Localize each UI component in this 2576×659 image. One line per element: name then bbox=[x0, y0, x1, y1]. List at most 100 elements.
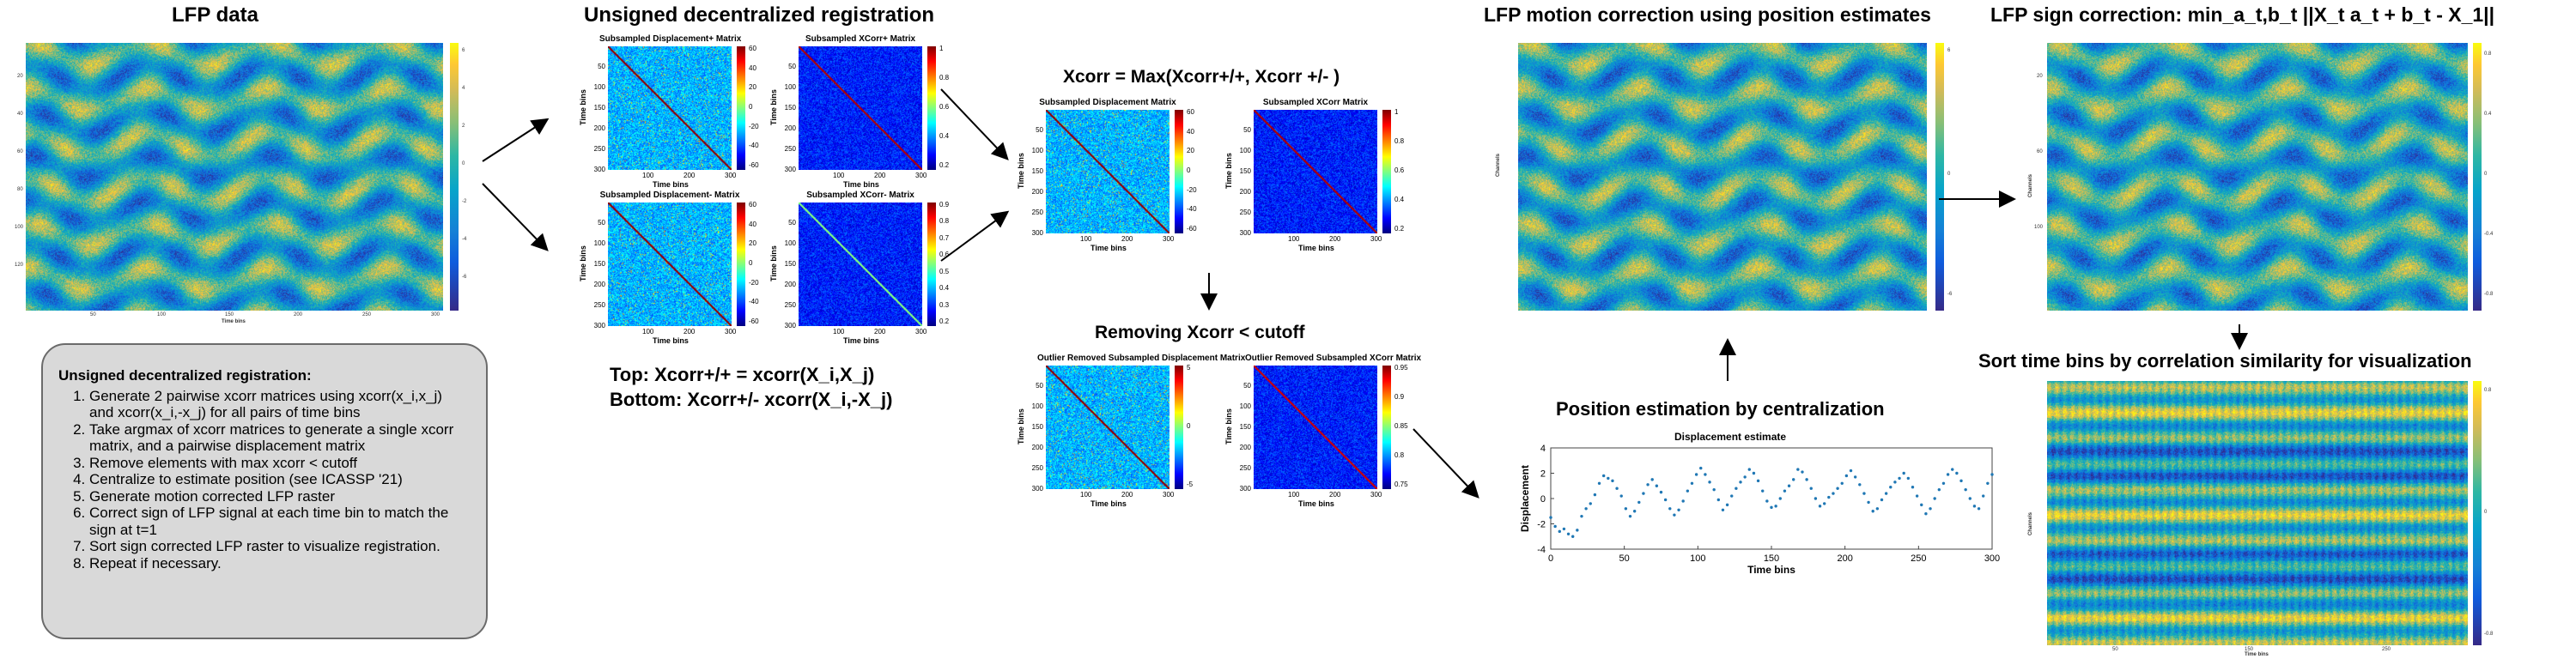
matrix-heatmap bbox=[799, 203, 922, 326]
x-tick: 200 bbox=[683, 328, 696, 336]
data-point bbox=[1951, 468, 1954, 471]
data-point bbox=[1889, 486, 1893, 489]
data-point bbox=[1972, 505, 1977, 508]
arrow-icon bbox=[940, 210, 1010, 262]
x-axis-label: Time bins bbox=[222, 319, 246, 324]
cbar-tick: 6 bbox=[1947, 48, 1951, 53]
data-point bbox=[1902, 471, 1905, 475]
list-item: Sort sign corrected LFP raster to visual… bbox=[89, 538, 471, 555]
data-point bbox=[1650, 478, 1654, 481]
y-tick: 50 bbox=[598, 63, 605, 70]
data-point bbox=[1735, 487, 1738, 490]
list-item: Correct sign of LFP signal at each time … bbox=[89, 505, 471, 538]
x-tick: 100 bbox=[1288, 235, 1300, 243]
matrix-title: Subsampled Displacement- Matrix bbox=[599, 190, 740, 200]
data-point bbox=[1796, 468, 1800, 471]
x-tick-label: 0 bbox=[1548, 553, 1553, 564]
data-point bbox=[1778, 497, 1782, 500]
data-point bbox=[1686, 489, 1690, 493]
data-point bbox=[1611, 479, 1614, 483]
cbar-tick: -40 bbox=[1187, 205, 1197, 214]
cbar-tick: 0 bbox=[1187, 422, 1191, 430]
cbar-tick: -5 bbox=[1187, 481, 1194, 488]
x-tick: 300 bbox=[915, 328, 927, 336]
y-tick: 300 bbox=[593, 166, 605, 173]
cbar-tick: -40 bbox=[749, 142, 759, 150]
x-tick: 200 bbox=[1121, 491, 1133, 499]
data-point bbox=[1761, 489, 1765, 493]
x-tick: 200 bbox=[294, 312, 303, 317]
y-tick: 150 bbox=[593, 260, 605, 268]
y-tick: 200 bbox=[1031, 188, 1043, 196]
cbar-tick: 5 bbox=[1187, 364, 1191, 372]
y-tick: 100 bbox=[2034, 225, 2044, 230]
arrow-icon bbox=[482, 183, 549, 251]
data-point bbox=[1752, 471, 1756, 475]
cbar-tick: -2 bbox=[462, 199, 467, 204]
cbar-tick: 60 bbox=[749, 45, 756, 52]
data-point bbox=[1814, 497, 1818, 500]
y-tick-label: -4 bbox=[1537, 545, 1546, 555]
y-tick: 50 bbox=[1243, 382, 1251, 390]
data-point bbox=[1875, 507, 1880, 511]
cbar-tick: -20 bbox=[749, 278, 759, 287]
x-tick: 300 bbox=[915, 172, 927, 179]
cbar-tick: 0.75 bbox=[1394, 481, 1408, 488]
y-tick: 150 bbox=[593, 104, 605, 112]
data-point bbox=[1955, 471, 1959, 475]
plot-frame bbox=[1550, 447, 1993, 550]
data-point bbox=[1787, 484, 1791, 487]
colorbar bbox=[927, 46, 936, 170]
matrix-title: Subsampled Displacement Matrix bbox=[1039, 98, 1176, 107]
list-item: Generate motion corrected LFP raster bbox=[89, 488, 471, 505]
heading-lfp-data: LFP data bbox=[172, 3, 258, 27]
cbar-tick: 0.8 bbox=[939, 217, 950, 226]
y-tick: 250 bbox=[1031, 209, 1043, 216]
x-tick: 100 bbox=[1288, 491, 1300, 499]
colorbar bbox=[737, 46, 745, 170]
x-tick: 100 bbox=[642, 328, 654, 336]
cbar-tick: -0.4 bbox=[2484, 232, 2494, 237]
matrix-title: Subsampled XCorr+ Matrix bbox=[805, 34, 916, 44]
data-point bbox=[1699, 466, 1703, 470]
cbar-tick: 0.4 bbox=[1394, 196, 1405, 203]
arrow-icon bbox=[482, 118, 550, 162]
data-point bbox=[1566, 532, 1571, 535]
y-tick: 250 bbox=[784, 145, 796, 153]
data-point bbox=[1558, 529, 1561, 534]
x-tick: 300 bbox=[1370, 235, 1382, 243]
y-tick: 20 bbox=[2037, 74, 2043, 79]
matrix-title: Subsampled XCorr- Matrix bbox=[806, 190, 914, 200]
data-point bbox=[1765, 499, 1769, 503]
data-point bbox=[1601, 474, 1606, 478]
cbar-tick: 0.2 bbox=[939, 317, 950, 325]
matrix-heatmap bbox=[608, 203, 732, 326]
y-tick: 200 bbox=[593, 281, 605, 288]
raster-heatmap bbox=[2047, 43, 2468, 311]
x-tick-label: 50 bbox=[1619, 553, 1630, 564]
x-tick: 200 bbox=[1329, 235, 1341, 243]
list-item: Remove elements with max xcorr < cutoff bbox=[89, 455, 471, 472]
data-point bbox=[1862, 492, 1866, 495]
x-tick-label: 200 bbox=[1837, 553, 1852, 564]
cbar-tick: 1 bbox=[939, 45, 944, 52]
y-tick: 100 bbox=[15, 225, 24, 230]
y-tick: 250 bbox=[784, 301, 796, 309]
y-tick: 300 bbox=[784, 322, 796, 330]
cbar-tick: 0.95 bbox=[1394, 364, 1408, 372]
matrix-title: Subsampled Displacement+ Matrix bbox=[599, 34, 742, 44]
colorbar bbox=[2473, 43, 2482, 311]
raster-heatmap bbox=[1518, 43, 1927, 311]
data-point bbox=[1571, 535, 1575, 538]
data-point bbox=[1968, 497, 1971, 500]
data-point bbox=[1840, 481, 1844, 485]
raster-heatmap bbox=[26, 43, 443, 311]
data-point bbox=[1818, 505, 1822, 508]
data-point bbox=[1646, 483, 1649, 487]
data-point bbox=[1920, 503, 1923, 507]
heading-removing-xcorr: Removing Xcorr < cutoff bbox=[1095, 323, 1305, 342]
y-tick: 150 bbox=[1239, 423, 1251, 431]
data-point bbox=[1871, 510, 1874, 513]
y-tick: 100 bbox=[784, 239, 796, 247]
